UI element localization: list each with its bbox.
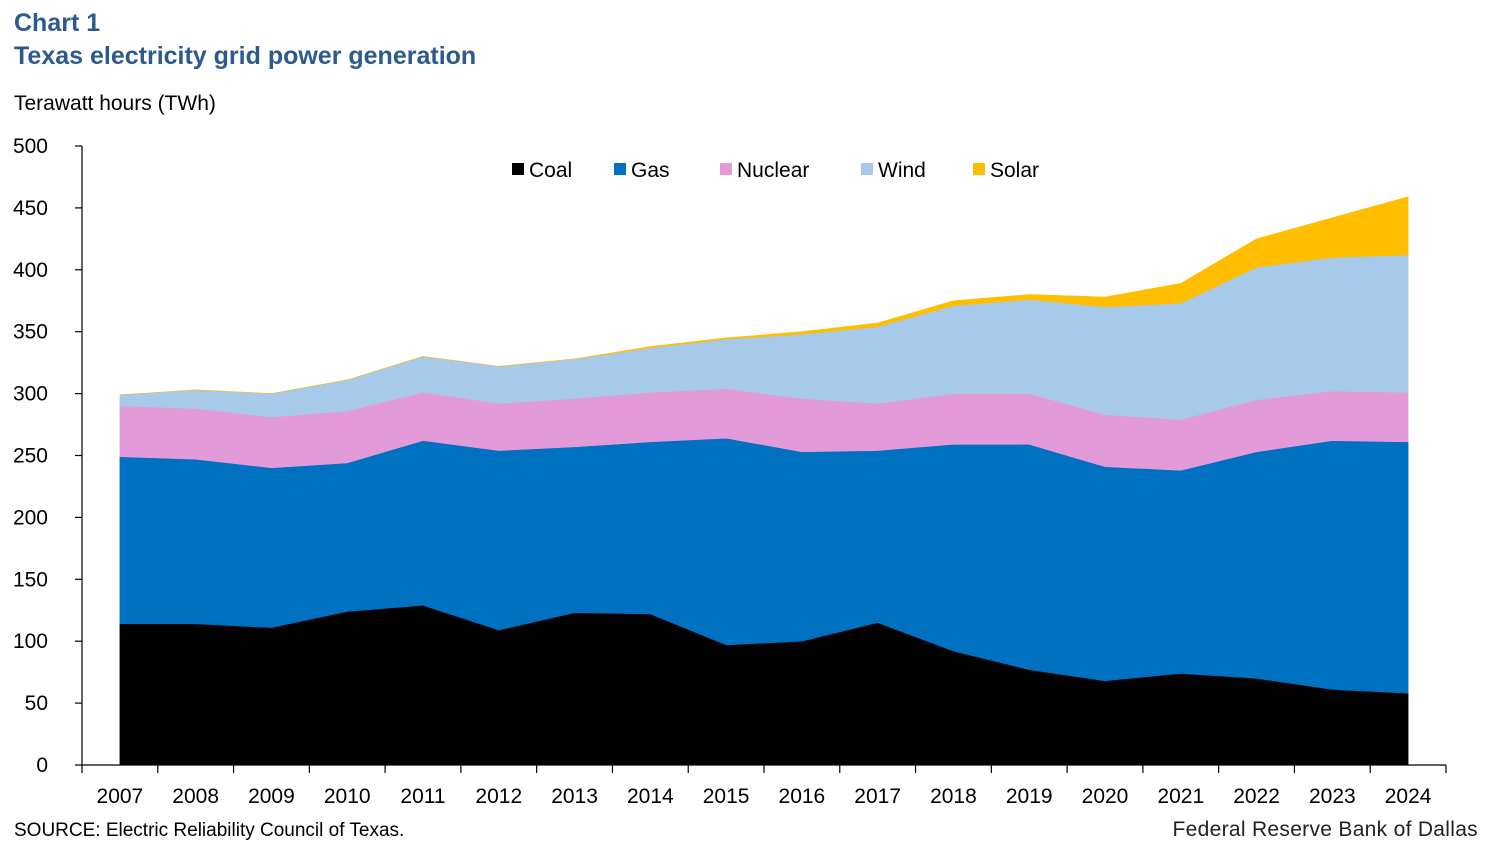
x-tick-label: 2019 bbox=[1006, 785, 1053, 808]
x-tick-label: 2013 bbox=[551, 785, 598, 808]
y-tick-label: 0 bbox=[36, 754, 48, 777]
legend-swatch-gas bbox=[614, 163, 626, 175]
area-series-group bbox=[119, 196, 1409, 766]
chart-title: Texas electricity grid power generation bbox=[14, 42, 477, 70]
y-tick-label: 400 bbox=[13, 259, 48, 282]
legend-swatch-wind bbox=[861, 163, 873, 175]
y-tick-label: 450 bbox=[13, 197, 48, 220]
legend-label-nuclear: Nuclear bbox=[737, 159, 809, 182]
legend-swatch-coal bbox=[512, 163, 524, 175]
x-tick-label: 2022 bbox=[1233, 785, 1280, 808]
legend-label-wind: Wind bbox=[878, 159, 926, 182]
x-tick-label: 2018 bbox=[930, 785, 977, 808]
x-tick-label: 2020 bbox=[1082, 785, 1129, 808]
x-tick-label: 2016 bbox=[779, 785, 826, 808]
x-tick-label: 2017 bbox=[854, 785, 901, 808]
y-axis-unit-label: Terawatt hours (TWh) bbox=[14, 92, 216, 115]
legend-swatch-solar bbox=[973, 163, 985, 175]
y-tick-label: 250 bbox=[13, 445, 48, 468]
y-tick-label: 100 bbox=[13, 630, 48, 653]
x-tick-label: 2015 bbox=[703, 785, 750, 808]
x-tick-label: 2012 bbox=[475, 785, 522, 808]
x-tick-label: 2014 bbox=[627, 785, 674, 808]
y-tick-label: 200 bbox=[13, 506, 48, 529]
x-tick-label: 2008 bbox=[172, 785, 219, 808]
x-tick-label: 2009 bbox=[248, 785, 295, 808]
legend-label-coal: Coal bbox=[529, 159, 572, 182]
y-tick-label: 50 bbox=[25, 692, 48, 715]
axes-group: 0 50 100 150 200 250 300 350 400 450 500 2007 2008 20… bbox=[13, 135, 1447, 808]
chart-label: Chart 1 bbox=[14, 9, 101, 37]
x-tick-label: 2023 bbox=[1309, 785, 1356, 808]
area-solar bbox=[119, 196, 1409, 396]
x-tick-label: 2010 bbox=[324, 785, 371, 808]
legend-label-solar: Solar bbox=[990, 159, 1039, 182]
x-tick-label: 2021 bbox=[1157, 785, 1204, 808]
y-tick-label: 350 bbox=[13, 321, 48, 344]
legend: Coal Gas Nuclear Wind Solar bbox=[512, 159, 1039, 182]
x-tick-label: 2024 bbox=[1385, 785, 1432, 808]
publisher-credit: Federal Reserve Bank of Dallas bbox=[1172, 818, 1478, 841]
legend-label-gas: Gas bbox=[631, 159, 670, 182]
y-tick-label: 300 bbox=[13, 383, 48, 406]
y-tick-label: 500 bbox=[13, 135, 48, 158]
legend-swatch-nuclear bbox=[720, 163, 732, 175]
x-tick-label: 2007 bbox=[97, 785, 144, 808]
y-tick-label: 150 bbox=[13, 568, 48, 591]
source-note: SOURCE: Electric Reliability Council of … bbox=[14, 820, 405, 841]
x-tick-label: 2011 bbox=[400, 785, 445, 808]
